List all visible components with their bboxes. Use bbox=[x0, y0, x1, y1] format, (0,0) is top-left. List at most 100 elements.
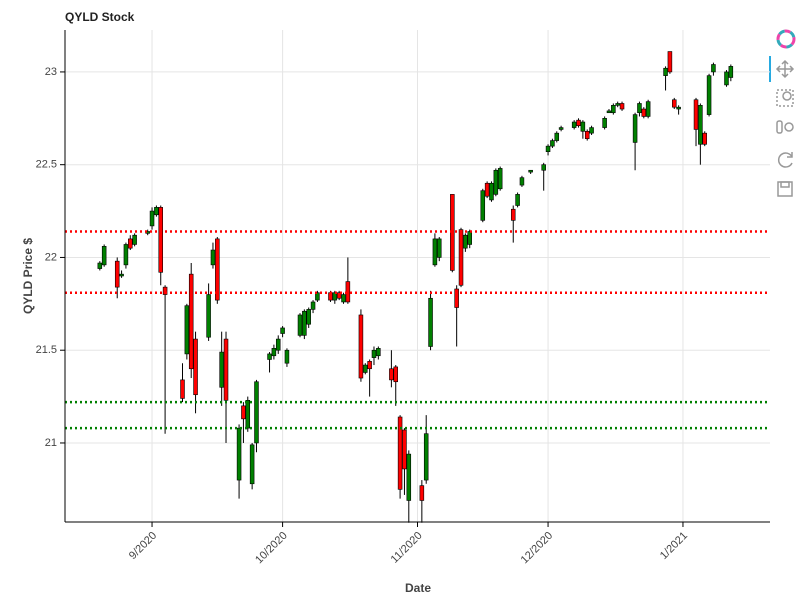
candle-body bbox=[97, 262, 103, 269]
candle-body bbox=[363, 364, 368, 373]
wheel-icon[interactable] bbox=[776, 120, 783, 134]
candle-body bbox=[602, 118, 607, 128]
candle-body bbox=[724, 71, 729, 86]
candle-body bbox=[589, 127, 594, 134]
plot-area bbox=[97, 51, 734, 523]
candle-body bbox=[397, 416, 403, 490]
logo-ring bbox=[776, 29, 796, 49]
candle-body bbox=[210, 249, 216, 266]
candle-body bbox=[728, 66, 734, 78]
candle-body bbox=[341, 294, 346, 303]
candle-body bbox=[393, 366, 398, 383]
candle-body bbox=[149, 210, 155, 227]
candle-body bbox=[267, 353, 272, 360]
logo-ring bbox=[776, 29, 796, 49]
candle-body bbox=[428, 297, 433, 347]
candle-body bbox=[419, 485, 425, 501]
candle-body bbox=[367, 361, 372, 370]
candle-body bbox=[463, 234, 468, 249]
x-tick-label: 12/2020 bbox=[519, 530, 556, 567]
x-axis-title: Date bbox=[405, 581, 431, 595]
candle-body bbox=[637, 103, 642, 114]
candle-body bbox=[432, 238, 438, 266]
candle-body bbox=[114, 260, 120, 288]
candle-body bbox=[245, 399, 251, 429]
candle-body bbox=[402, 429, 407, 470]
candle-body bbox=[519, 177, 525, 186]
candle-body bbox=[315, 292, 320, 301]
candle-body bbox=[310, 301, 316, 310]
save-tool[interactable] bbox=[777, 181, 793, 197]
wheel-zoom-icon[interactable] bbox=[784, 122, 794, 132]
candle-body bbox=[698, 105, 703, 145]
y-axis-title: QYLD Price $ bbox=[21, 238, 35, 314]
box-zoom-icon[interactable] bbox=[776, 89, 794, 107]
y-tick-label: 22.5 bbox=[36, 159, 57, 171]
y-tick-label: 21 bbox=[45, 437, 57, 449]
save-icon-slot[interactable] bbox=[780, 181, 790, 188]
candle-body bbox=[154, 207, 159, 216]
candle-body bbox=[132, 234, 137, 245]
box-zoom-lens[interactable] bbox=[782, 91, 792, 101]
candle-body bbox=[241, 405, 246, 420]
candle-body bbox=[306, 309, 311, 325]
pan-icon[interactable] bbox=[775, 59, 795, 79]
box-zoom-tool[interactable] bbox=[776, 89, 794, 107]
bokeh-logo bbox=[776, 29, 796, 49]
candle-body bbox=[423, 433, 429, 481]
candle-body bbox=[376, 348, 381, 357]
x-tick-label: 9/2020 bbox=[127, 530, 159, 562]
candle-body bbox=[554, 132, 560, 141]
candle-body bbox=[467, 231, 472, 245]
candle-body bbox=[580, 121, 586, 132]
grid bbox=[65, 30, 770, 522]
candle-body bbox=[663, 67, 668, 76]
candle-body bbox=[676, 106, 681, 110]
candle-body bbox=[302, 310, 307, 336]
candle-body bbox=[280, 327, 285, 334]
candle-body bbox=[606, 110, 612, 114]
candle-body bbox=[489, 182, 494, 201]
wheel-zoom-tool[interactable] bbox=[776, 120, 794, 134]
toolbar bbox=[769, 29, 796, 197]
candle-body bbox=[480, 190, 486, 221]
candle-body bbox=[576, 119, 581, 127]
candle-body bbox=[437, 238, 442, 258]
candle-body bbox=[271, 348, 277, 357]
candle-body bbox=[284, 349, 290, 364]
reset-icon[interactable] bbox=[777, 152, 793, 168]
candle-body bbox=[667, 51, 673, 73]
candle-body bbox=[128, 238, 133, 249]
candle-body bbox=[454, 288, 459, 308]
candle-body bbox=[219, 351, 224, 388]
candle-body bbox=[101, 246, 107, 266]
reset-tool[interactable] bbox=[777, 152, 793, 168]
candle-body bbox=[358, 314, 364, 379]
candle-body bbox=[223, 338, 229, 401]
candle-body bbox=[615, 103, 620, 106]
pan-tool[interactable] bbox=[775, 59, 795, 79]
candle-body bbox=[206, 294, 211, 338]
candle-body bbox=[158, 207, 163, 273]
candle-body bbox=[336, 292, 342, 299]
candle-body bbox=[236, 427, 242, 481]
candle-body bbox=[711, 64, 716, 73]
candle-body bbox=[541, 164, 546, 171]
candle-body bbox=[484, 182, 490, 197]
candle-body bbox=[249, 444, 255, 485]
save-icon[interactable] bbox=[777, 181, 793, 197]
candle-body bbox=[180, 379, 185, 399]
candle-body bbox=[571, 121, 577, 128]
candle-body bbox=[458, 229, 464, 286]
candle-body bbox=[611, 105, 616, 114]
candle-body bbox=[558, 127, 564, 130]
candle-body bbox=[545, 145, 551, 153]
candle-body bbox=[497, 168, 503, 190]
candle-body bbox=[188, 273, 194, 370]
candle-body bbox=[162, 286, 168, 295]
candle-body bbox=[632, 114, 638, 143]
candle-body bbox=[406, 453, 412, 501]
candle-body bbox=[119, 273, 124, 277]
candle-body bbox=[693, 99, 699, 130]
